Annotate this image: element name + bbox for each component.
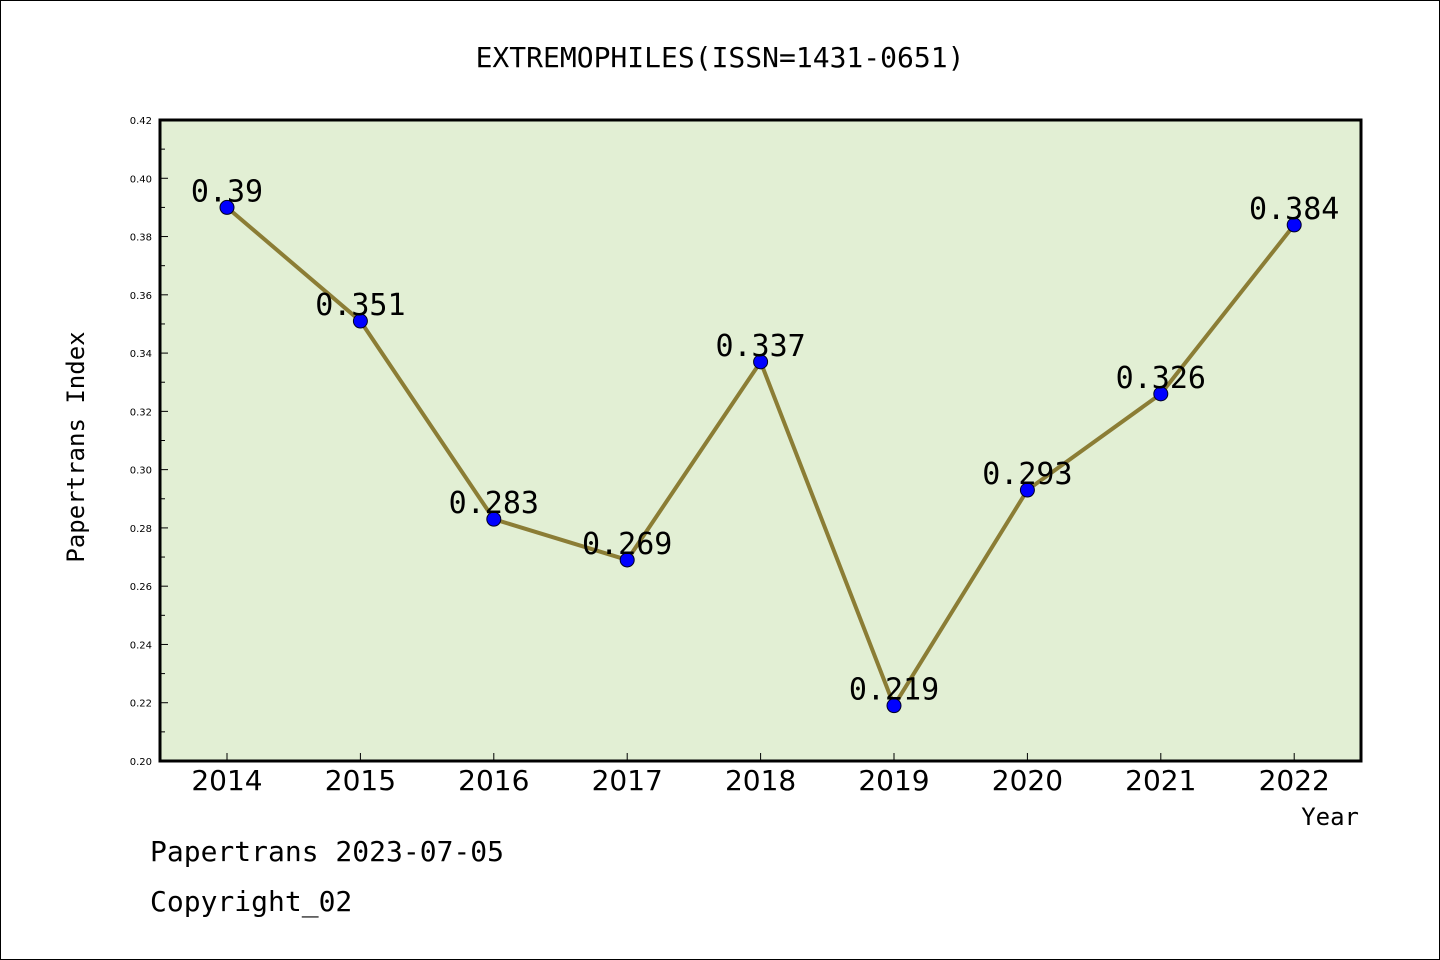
footer-copyright: Copyright_02 (150, 885, 353, 918)
data-label: 0.351 (315, 288, 405, 323)
data-point (753, 354, 769, 370)
data-point (1019, 482, 1035, 498)
y-tick-label: 0.30 (130, 466, 152, 477)
y-axis: 0.20 0.22 0.24 0.26 0.28 0.30 0.32 0.34 0.36 0.38… (130, 116, 168, 768)
data-point (219, 199, 235, 215)
chart-title: EXTREMOPHILES(ISSN=1431-0651) (476, 41, 965, 74)
data-label: 0.269 (582, 527, 672, 562)
data-label: 0.337 (715, 329, 805, 364)
data-labels: 0.39 0.351 0.283 0.269 0.337 0.219 0.293 0.326 0… (191, 174, 1339, 707)
data-point (486, 511, 502, 527)
footer-date: Papertrans 2023-07-05 (150, 835, 505, 868)
x-tick-label: 2015 (325, 764, 396, 797)
y-tick-label: 0.24 (130, 640, 152, 651)
x-tick-label: 2020 (992, 764, 1063, 797)
data-point (1286, 217, 1302, 233)
y-tick-label: 0.36 (130, 291, 152, 302)
y-tick-label: 0.38 (130, 233, 152, 244)
y-tick-label: 0.26 (130, 582, 152, 593)
x-tick-label: 2022 (1259, 764, 1330, 797)
y-tick-label: 0.34 (130, 349, 152, 360)
x-tick-label: 2014 (191, 764, 262, 797)
data-label: 0.39 (191, 174, 263, 209)
data-point (886, 698, 902, 714)
plot-area (158, 118, 1363, 763)
data-point (619, 552, 635, 568)
data-label: 0.219 (849, 673, 939, 708)
series-markers (219, 199, 1302, 714)
x-axis: 2014 2015 2016 2017 2018 2019 2020 2021 2022 (191, 753, 1330, 797)
x-axis-label: Year (1301, 803, 1359, 831)
y-tick-label: 0.42 (130, 116, 152, 127)
y-tick-label: 0.32 (130, 407, 152, 418)
y-tick-label: 0.28 (130, 524, 152, 535)
x-tick-label: 2016 (458, 764, 529, 797)
y-tick-label: 0.40 (130, 174, 152, 185)
y-tick-label: 0.20 (130, 757, 152, 768)
data-label: 0.326 (1116, 361, 1206, 396)
data-label: 0.283 (449, 486, 539, 521)
data-point (352, 313, 368, 329)
x-tick-label: 2021 (1125, 764, 1196, 797)
data-label: 0.293 (982, 457, 1072, 492)
x-tick-label: 2019 (858, 764, 929, 797)
y-axis-label: Papertrans Index (62, 331, 90, 562)
data-label: 0.384 (1249, 192, 1339, 227)
x-tick-label: 2018 (725, 764, 796, 797)
data-point (1153, 386, 1169, 402)
x-tick-label: 2017 (592, 764, 663, 797)
y-tick-label: 0.22 (130, 699, 152, 710)
